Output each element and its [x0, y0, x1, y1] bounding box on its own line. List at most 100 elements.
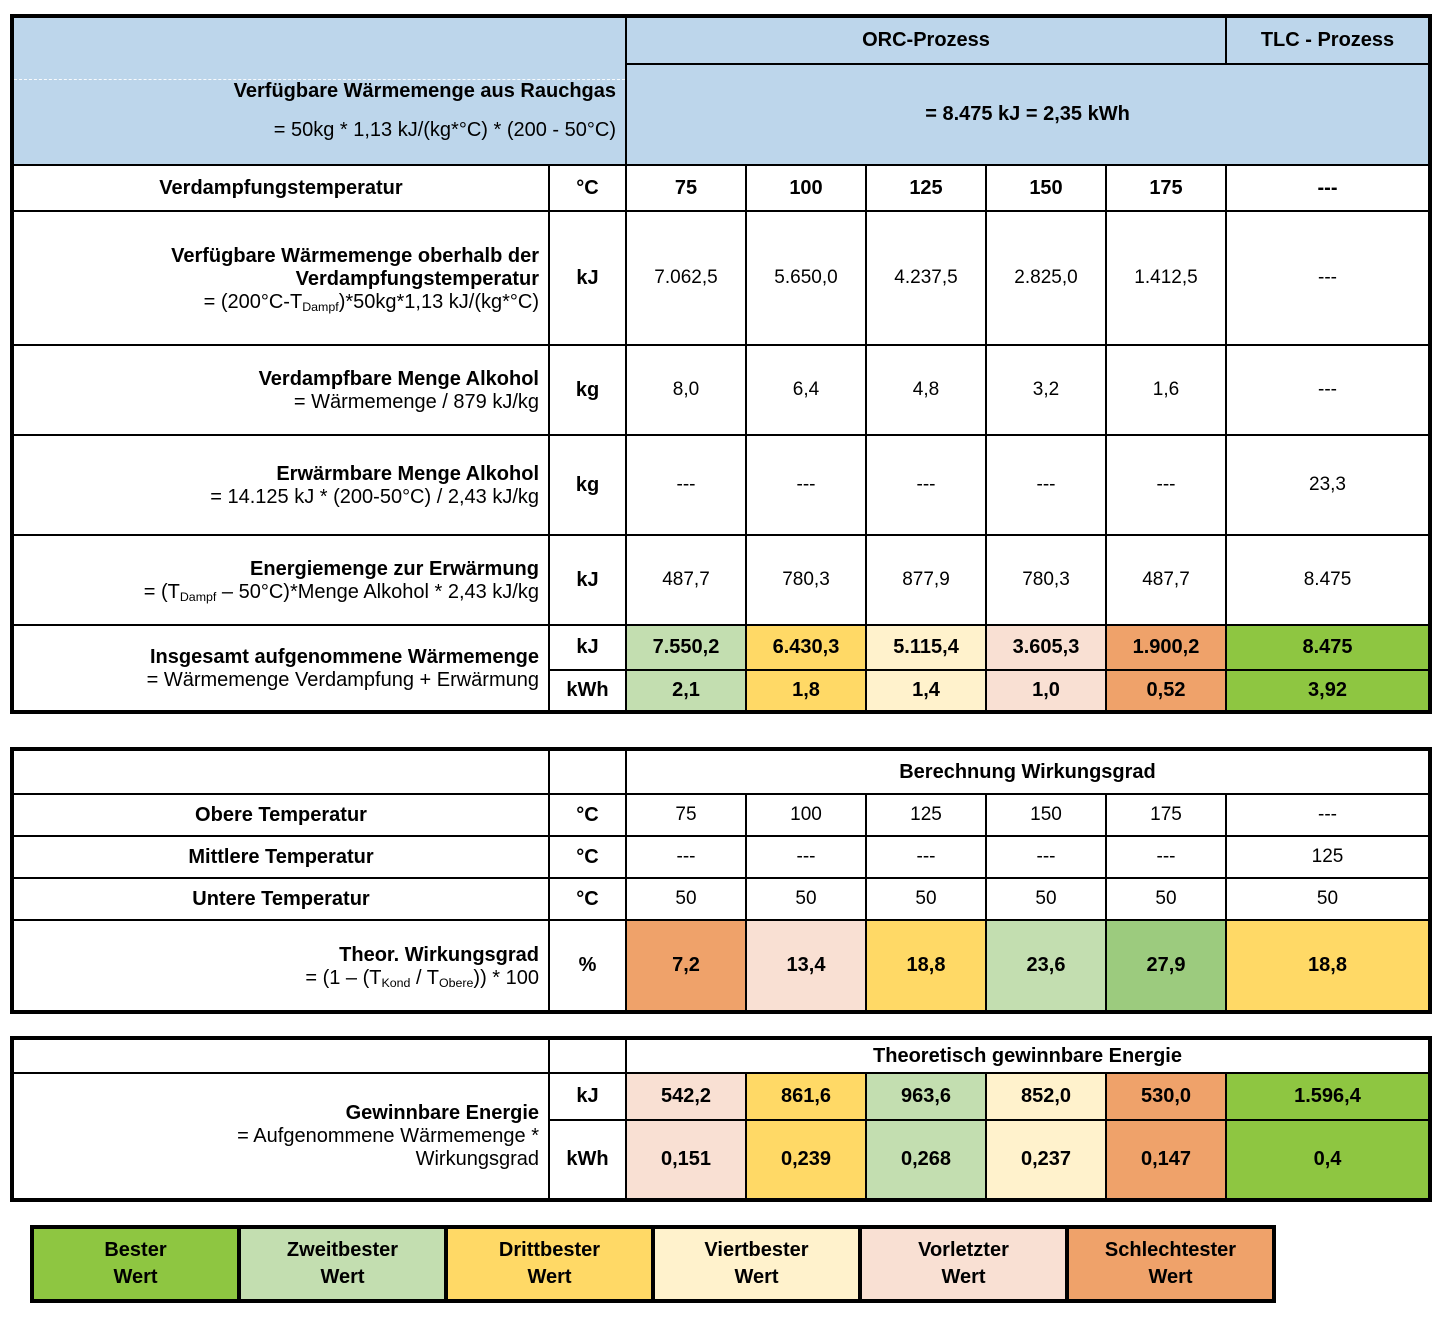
value-cell: 487,7: [625, 534, 747, 626]
value-cell: ---: [745, 835, 867, 879]
unit-cell: kWh: [548, 1119, 627, 1201]
legend-label: Schlechtester: [1104, 1239, 1237, 1261]
row-formula: = (1 – (TKond / TObere)) * 100: [305, 966, 539, 990]
value-cell: 963,6: [865, 1072, 987, 1121]
legend-third-best: Drittbester Wert: [444, 1229, 651, 1299]
value-cell: 0,147: [1105, 1119, 1227, 1201]
legend-second-worst: Vorletzter Wert: [858, 1229, 1065, 1299]
value-cell: 3.605,3: [985, 624, 1107, 671]
table-header-row: Theoretisch gewinnbare Energie: [11, 1037, 1431, 1074]
orc-process-header: ORC-Prozess: [625, 15, 1227, 65]
empty-cell: [11, 748, 550, 795]
unit-cell: kg: [548, 344, 627, 436]
value-cell: 7.062,5: [625, 210, 747, 346]
unit-cell: kJ: [548, 1072, 627, 1121]
recoverable-energy-table: Theoretisch gewinnbare Energie Gewinnbar…: [10, 1036, 1432, 1202]
value-cell: 542,2: [625, 1072, 747, 1121]
value-cell: 125: [865, 164, 987, 212]
unit-cell: kJ: [548, 624, 627, 671]
value-cell: 1.596,4: [1225, 1072, 1431, 1121]
value-cell: ---: [1105, 434, 1227, 536]
row-label: Verdampfungstemperatur: [11, 164, 550, 212]
value-cell: 50: [1225, 877, 1431, 921]
legend-worst: Schlechtester Wert: [1065, 1229, 1272, 1299]
legend-label: Drittbester: [498, 1239, 601, 1261]
legend-label: Viertbester: [704, 1239, 809, 1261]
row-formula: = Wärmemenge Verdampfung + Erwärmung: [146, 669, 539, 691]
table-row: Energiemenge zur Erwärmung = (TDampf – 5…: [11, 534, 1431, 626]
row-formula: = (TDampf – 50°C)*Menge Alkohol * 2,43 k…: [143, 581, 539, 605]
value-cell: 2.825,0: [985, 210, 1107, 346]
value-cell: 50: [865, 877, 987, 921]
value-cell: 780,3: [985, 534, 1107, 626]
value-cell: 4.237,5: [865, 210, 987, 346]
value-cell: 0,4: [1225, 1119, 1431, 1201]
row-label-cell: Insgesamt aufgenommene Wärmemenge = Wärm…: [11, 624, 550, 713]
value-cell: 780,3: [745, 534, 867, 626]
value-cell: 1.412,5: [1105, 210, 1227, 346]
corner-header-cell: Verfügbare Wärmemenge aus Rauchgas = 50k…: [11, 15, 627, 166]
value-cell: 50: [985, 877, 1107, 921]
row-label-cell: Verdampfbare Menge Alkohol = Wärmemenge …: [11, 344, 550, 436]
value-cell: 150: [985, 793, 1107, 837]
unit-cell: kJ: [548, 210, 627, 346]
energy-kj-row: Gewinnbare Energie = Aufgenommene Wärmem…: [11, 1072, 1431, 1201]
row-label: Untere Temperatur: [11, 877, 550, 921]
table-row: Verdampfungstemperatur °C 75 100 125 150…: [11, 164, 1431, 212]
value-cell: 1,6: [1105, 344, 1227, 436]
row-label: Energiemenge zur Erwärmung: [250, 558, 539, 580]
value-cell: ---: [1225, 210, 1431, 346]
unit-cell: kg: [548, 434, 627, 536]
value-cell: 27,9: [1105, 919, 1227, 1013]
row-label: Verfügbare Wärmemenge oberhalb der Verda…: [171, 244, 539, 290]
value-cell: 2,1: [625, 669, 747, 713]
value-cell: ---: [1225, 793, 1431, 837]
corner-title: Verfügbare Wärmemenge aus Rauchgas: [233, 79, 616, 102]
unit-cell: °C: [548, 793, 627, 837]
value-cell: 5.650,0: [745, 210, 867, 346]
total-heat-header: = 8.475 kJ = 2,35 kWh: [625, 63, 1431, 166]
value-cell: ---: [1225, 164, 1431, 212]
value-cell: 50: [745, 877, 867, 921]
process-header-row: Verfügbare Wärmemenge aus Rauchgas = 50k…: [11, 15, 1431, 166]
corner-formula: = 50kg * 1,13 kJ/(kg*°C) * (200 - 50°C): [273, 118, 616, 141]
value-cell: ---: [865, 434, 987, 536]
total-kj-row: Insgesamt aufgenommene Wärmemenge = Wärm…: [11, 624, 1431, 713]
legend-label: Wert: [1148, 1266, 1193, 1288]
row-formula: = 14.125 kJ * (200-50°C) / 2,43 kJ/kg: [210, 486, 539, 508]
heat-balance-table: Verfügbare Wärmemenge aus Rauchgas = 50k…: [10, 14, 1432, 714]
unit-cell: °C: [548, 877, 627, 921]
value-cell: 1.900,2: [1105, 624, 1227, 671]
value-cell: ---: [625, 434, 747, 536]
efficiency-row: Theor. Wirkungsgrad = (1 – (TKond / TObe…: [11, 919, 1431, 1013]
row-label-cell: Theor. Wirkungsgrad = (1 – (TKond / TObe…: [11, 919, 550, 1013]
value-cell: 8,0: [625, 344, 747, 436]
legend-label: Wert: [941, 1266, 986, 1288]
value-cell: ---: [985, 434, 1107, 536]
value-cell: 13,4: [745, 919, 867, 1013]
empty-cell: [11, 1037, 550, 1074]
value-cell: 3,2: [985, 344, 1107, 436]
row-formula: = (200°C-TDampf)*50kg*1,13 kJ/(kg*°C): [203, 290, 539, 314]
value-cell: 0,239: [745, 1119, 867, 1201]
legend-second-best: Zweitbester Wert: [237, 1229, 444, 1299]
row-formula: = Wärmemenge / 879 kJ/kg: [293, 391, 539, 413]
legend-label: Wert: [320, 1266, 365, 1288]
legend-label: Wert: [734, 1266, 779, 1288]
value-cell: 100: [745, 793, 867, 837]
table-row: Verfügbare Wärmemenge oberhalb der Verda…: [11, 210, 1431, 346]
value-cell: 4,8: [865, 344, 987, 436]
value-cell: 1,8: [745, 669, 867, 713]
energy-kwh-row: kWh 0,151 0,239 0,268 0,237 0,147 0,4: [12, 1119, 1431, 1201]
row-label: Gewinnbare Energie: [345, 1101, 539, 1124]
value-cell: 50: [1105, 877, 1227, 921]
legend-label: Vorletzter: [918, 1239, 1009, 1261]
value-cell: 877,9: [865, 534, 987, 626]
value-cell: 100: [745, 164, 867, 212]
legend-label: Wert: [113, 1266, 158, 1288]
legend-label: Bester: [104, 1239, 167, 1261]
legend-best: Bester Wert: [34, 1229, 237, 1299]
value-cell: 8.475: [1225, 534, 1431, 626]
total-kwh-row: kWh 2,1 1,8 1,4 1,0 0,52 3,92: [12, 669, 1431, 713]
row-label-cell: Energiemenge zur Erwärmung = (TDampf – 5…: [11, 534, 550, 626]
